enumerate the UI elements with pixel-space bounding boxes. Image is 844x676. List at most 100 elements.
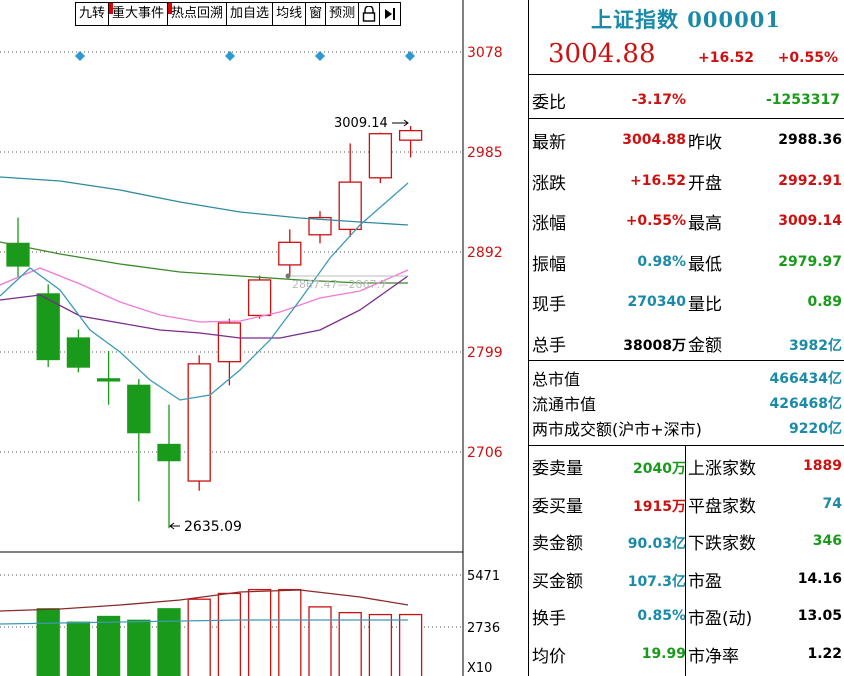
candle-body xyxy=(66,337,91,368)
stat-value: +16.52 xyxy=(629,172,686,189)
event-diamond-icon xyxy=(315,51,325,61)
stat-label: 振幅 xyxy=(532,254,566,275)
stat-label: 开盘 xyxy=(688,173,722,194)
toolbar-button-2[interactable]: 热点回溯 xyxy=(168,2,228,26)
event-diamond-icon xyxy=(225,51,235,61)
stat-value: 3982亿 xyxy=(789,337,842,354)
ma-line-purple xyxy=(0,275,409,339)
stat-label: 市盈(动) xyxy=(688,609,753,629)
volume-bar xyxy=(157,608,181,676)
stat-value: 270340 xyxy=(627,294,686,310)
stat-value: 1915万 xyxy=(633,498,686,515)
candle-body xyxy=(247,279,272,317)
expand-right-icon[interactable] xyxy=(380,2,402,26)
stat-value: 1889 xyxy=(803,458,842,474)
stat-label: 最新 xyxy=(532,133,566,153)
stat-value: 3009.14 xyxy=(778,213,842,229)
volume-bar xyxy=(36,608,60,676)
panel-divider xyxy=(528,0,529,676)
volume-bar xyxy=(127,619,151,676)
toolbar-button-4[interactable]: 均线 xyxy=(273,2,307,26)
ma-value-label: 2867.47—2867.7 xyxy=(292,278,387,291)
stat-label: 换手 xyxy=(532,609,566,629)
market-value: 426468亿 xyxy=(769,396,842,412)
stat-label: 涨幅 xyxy=(532,214,566,234)
volume-tick-label: 5471 xyxy=(467,569,500,584)
stat-label: 总手 xyxy=(532,335,566,356)
stat-label: 上涨家数 xyxy=(688,459,756,479)
volume-bar xyxy=(368,613,393,676)
volume-bar xyxy=(308,606,332,676)
event-diamond-icon xyxy=(75,51,85,61)
stat-label: 卖金额 xyxy=(532,534,583,554)
lock-icon[interactable] xyxy=(359,2,381,26)
stat-label: 平盘家数 xyxy=(688,496,756,517)
toolbar-label: 均线 xyxy=(276,6,303,21)
stat-value: 0.98% xyxy=(637,253,686,270)
high-price-label: 3009.14 xyxy=(334,116,388,131)
event-diamond-icon xyxy=(405,51,415,61)
ma-line-mid xyxy=(0,241,408,284)
divider xyxy=(528,74,844,75)
volume-ma-line xyxy=(0,589,409,612)
divider xyxy=(528,360,844,361)
stat-label: 市净率 xyxy=(688,646,739,667)
stat-value: 2992.91 xyxy=(778,172,842,189)
toolbar-button-6[interactable]: 预测 xyxy=(326,2,360,26)
stat-label: 买金额 xyxy=(532,571,583,592)
candle-body xyxy=(368,133,393,179)
toolbar-label: 重大事件 xyxy=(112,6,165,21)
price-tick-label: 2706 xyxy=(467,445,503,461)
toolbar-button-3[interactable]: 加自选 xyxy=(227,2,274,26)
stat-value: 2979.97 xyxy=(778,253,842,270)
ma-marker-dot xyxy=(285,273,291,279)
toolbar-label: 热点回溯 xyxy=(171,6,224,21)
toolbar-button-0[interactable]: 九转 xyxy=(75,2,110,26)
stat-value: 107.3亿 xyxy=(627,573,686,590)
ma-line-pink xyxy=(0,267,409,323)
weibi-diff: -1253317 xyxy=(766,92,840,108)
ma-line-long xyxy=(0,176,409,226)
market-value: 9220亿 xyxy=(789,421,842,437)
toolbar-button-5[interactable]: 窗 xyxy=(306,2,327,26)
low-price-label: 2635.09 xyxy=(184,519,242,535)
high-arrow-icon xyxy=(392,119,409,127)
stat-label: 均价 xyxy=(532,646,566,667)
stat-label: 最低 xyxy=(688,254,722,275)
chart-toolbar: 九转 重大事件 热点回溯 加自选 均线窗预测 xyxy=(75,2,402,26)
stat-label: 下跌家数 xyxy=(688,534,756,554)
toolbar-label: 窗 xyxy=(309,6,323,21)
stat-value: 90.03亿 xyxy=(627,536,686,552)
stat-label: 涨跌 xyxy=(532,173,566,194)
low-arrow-icon xyxy=(169,522,180,530)
stat-value: 1.22 xyxy=(807,645,842,662)
stat-label: 金额 xyxy=(688,335,722,356)
candle-body xyxy=(96,378,121,382)
candle-body xyxy=(308,216,332,236)
divider xyxy=(528,445,844,446)
stat-value: 13.05 xyxy=(797,608,842,624)
volume-bar xyxy=(398,613,423,676)
flag-icon xyxy=(109,3,114,14)
stat-value: 346 xyxy=(812,533,842,549)
price-tick-label: 3078 xyxy=(467,45,503,61)
stat-label: 量比 xyxy=(688,295,722,315)
stat-value: 0.89 xyxy=(807,294,842,310)
volume-bar xyxy=(66,621,91,676)
volume-bar xyxy=(278,588,302,676)
price-change-pct: +0.55% xyxy=(777,50,838,66)
stat-value: 2988.36 xyxy=(778,132,842,148)
price-tick-label: 2985 xyxy=(467,145,503,161)
volume-ma-line-2 xyxy=(0,619,408,625)
toolbar-button-1[interactable]: 重大事件 xyxy=(109,2,169,26)
volume-bar xyxy=(217,592,242,676)
stat-label: 最高 xyxy=(688,214,722,234)
volume-bar xyxy=(338,611,362,676)
volume-tick-label: 2736 xyxy=(467,621,500,636)
candle-body xyxy=(6,242,30,267)
kline-chart[interactable]: 3078 2985 2892 2799 2706 5471 2736 X10 3009.14 26… xyxy=(0,0,528,676)
candle-body xyxy=(187,363,211,482)
candle-body xyxy=(398,129,423,141)
toolbar-label: 九转 xyxy=(79,6,106,21)
